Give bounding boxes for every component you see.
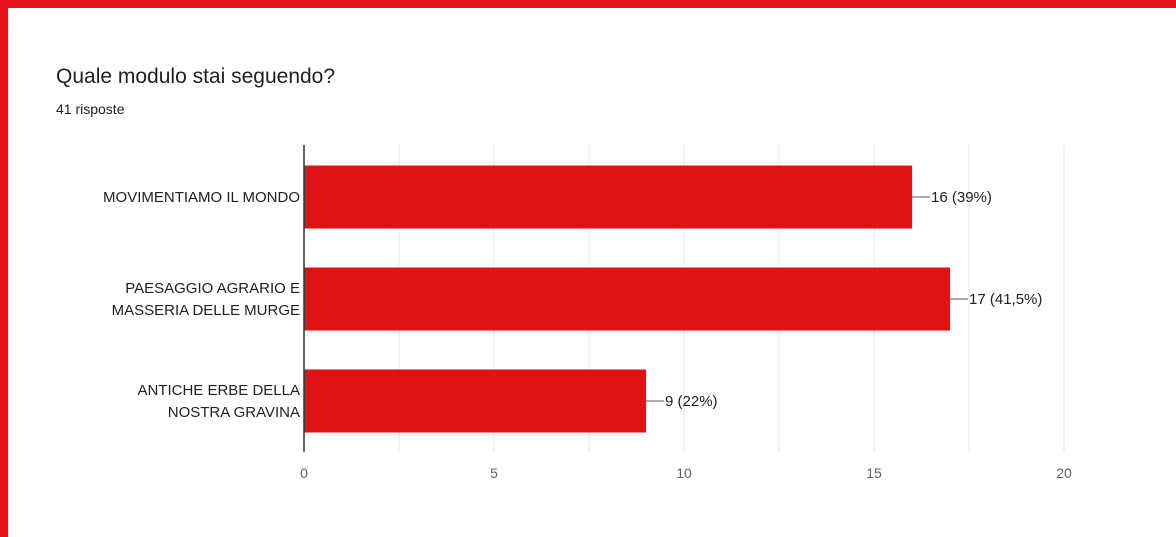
x-tick-label: 10 — [676, 465, 692, 481]
category-label: MOVIMENTIAMO IL MONDO — [103, 189, 300, 206]
data-label: 16 (39%) — [931, 189, 992, 206]
data-label: 9 (22%) — [665, 393, 718, 410]
bar — [304, 165, 912, 229]
bar — [304, 369, 646, 433]
x-tick-label: 5 — [490, 465, 498, 481]
x-tick-label: 0 — [300, 465, 308, 481]
data-label: 17 (41,5%) — [969, 291, 1042, 308]
x-tick-label: 15 — [866, 465, 882, 481]
category-label: ANTICHE ERBE DELLA NOSTRA GRAVINA — [137, 382, 300, 421]
response-count: 41 risposte — [56, 101, 125, 117]
bar — [304, 267, 950, 331]
x-tick-label: 20 — [1056, 465, 1072, 481]
category-label: PAESAGGIO AGRARIO E MASSERIA DELLE MURGE — [112, 280, 300, 319]
chart-title: Quale modulo stai seguendo? — [56, 65, 336, 88]
